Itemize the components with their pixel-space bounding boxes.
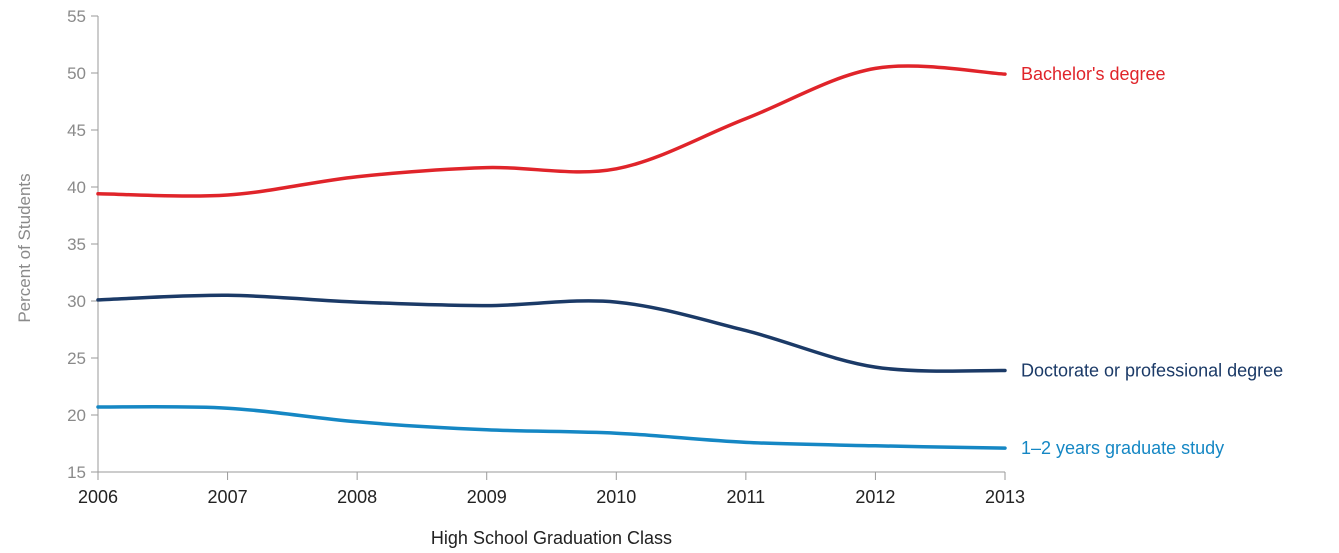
y-tick-label: 50 — [67, 64, 86, 83]
series-label: 1–2 years graduate study — [1021, 438, 1224, 458]
x-ticks: 2006 2007 2008 2009 2010 2011 2012 2013 — [78, 472, 1025, 507]
series-label: Doctorate or professional degree — [1021, 361, 1283, 381]
x-tick-label: 2007 — [208, 487, 248, 507]
x-tick-label: 2012 — [855, 487, 895, 507]
y-tick-label: 35 — [67, 235, 86, 254]
x-tick-label: 2013 — [985, 487, 1025, 507]
y-tick-label: 55 — [67, 7, 86, 26]
series-line — [96, 64, 1007, 198]
y-tick-label: 20 — [67, 406, 86, 425]
y-ticks: 15 20 25 30 35 40 45 50 55 — [67, 7, 98, 482]
x-axis-title: High School Graduation Class — [431, 528, 672, 548]
x-tick-label: 2009 — [467, 487, 507, 507]
y-tick-label: 15 — [67, 463, 86, 482]
x-tick-label: 2011 — [726, 487, 765, 507]
x-tick-label: 2008 — [337, 487, 377, 507]
series-label: Bachelor's degree — [1021, 64, 1166, 84]
x-tick-label: 2010 — [596, 487, 636, 507]
y-tick-label: 25 — [67, 349, 86, 368]
x-tick-label: 2006 — [78, 487, 118, 507]
y-axis-title: Percent of Students — [15, 173, 34, 322]
series-labels: Bachelor's degree Doctorate or profession… — [1021, 64, 1283, 458]
y-tick-label: 40 — [67, 178, 86, 197]
y-tick-label: 45 — [67, 121, 86, 140]
series-lines — [96, 64, 1007, 450]
axes — [97, 16, 1005, 473]
series-line — [96, 404, 1007, 450]
y-tick-label: 30 — [67, 292, 86, 311]
series-line — [96, 293, 1007, 373]
